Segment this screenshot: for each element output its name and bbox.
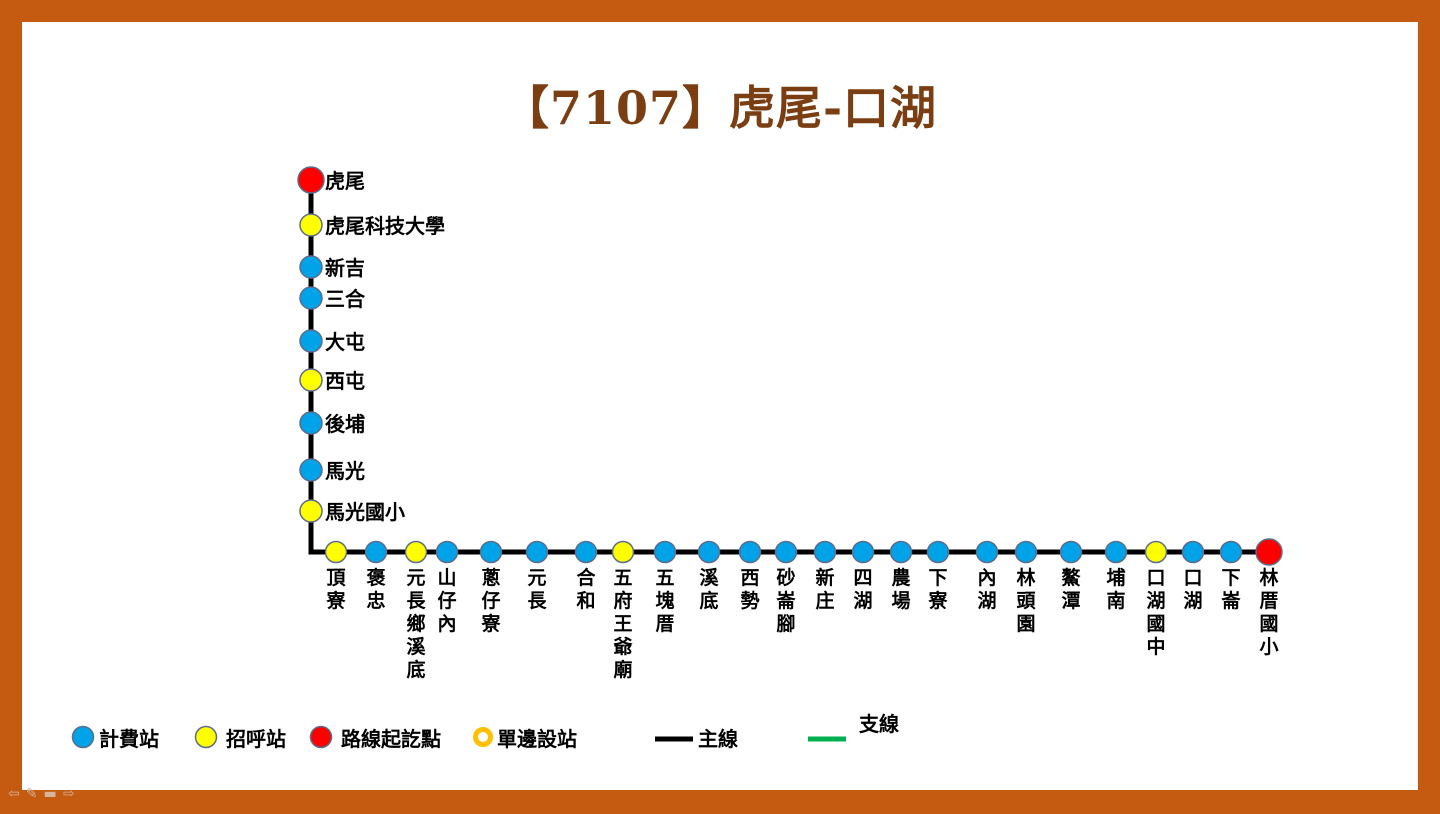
legend-label: 主線 [698, 727, 738, 751]
stop-label: 大屯 [325, 330, 365, 354]
stop-label: 新吉 [325, 256, 365, 280]
stop-marker[interactable] [1104, 540, 1128, 564]
main-line [308, 180, 1269, 555]
stop-label: 四湖 [853, 567, 872, 612]
stop-marker[interactable] [299, 368, 323, 392]
stop-marker[interactable] [1014, 540, 1038, 564]
stop-label: 鰲潭 [1061, 566, 1081, 612]
legend-item-branch: 支線 [808, 712, 899, 742]
stop-label: 元長鄉溪底 [406, 567, 426, 681]
stop-label: 口湖 [1183, 567, 1202, 612]
stop-label: 褒忠 [365, 566, 386, 612]
legend-symbol [309, 725, 333, 749]
stop-marker[interactable] [299, 329, 323, 353]
stop-marker[interactable] [611, 540, 635, 564]
stop-label: 三合 [325, 287, 366, 311]
back-arrow-icon[interactable]: ⇦ [8, 786, 26, 802]
stop-label: 五塊厝 [655, 567, 674, 635]
legend-symbol [194, 725, 218, 749]
menu-icon[interactable]: ▬ [43, 786, 63, 802]
stop-label: 元長 [527, 567, 547, 612]
stop-label: 埔南 [1106, 566, 1125, 612]
stop-marker[interactable] [1144, 540, 1168, 564]
stop-marker[interactable] [813, 540, 837, 564]
legend-symbol [473, 727, 493, 747]
stop-marker[interactable] [404, 540, 428, 564]
stop-label: 蔥仔寮 [480, 567, 501, 635]
legend-symbol [71, 725, 95, 749]
stop-label: 農場 [891, 567, 910, 612]
stop-label: 頂寮 [325, 567, 346, 612]
legend-item-flag: 招呼站 [194, 725, 286, 751]
stop-marker[interactable] [299, 286, 323, 310]
legend-label: 計費站 [99, 727, 159, 751]
stop-marker[interactable] [1059, 540, 1083, 564]
slide-nav[interactable]: ⇦✎▬⇨ [8, 786, 80, 802]
stop-marker[interactable] [364, 540, 388, 564]
stop-marker[interactable] [324, 540, 348, 564]
stop-marker[interactable] [1255, 538, 1283, 566]
route-stops [297, 166, 1283, 566]
stop-label: 山仔內 [437, 567, 456, 635]
stop-marker[interactable] [926, 540, 950, 564]
stop-marker[interactable] [299, 213, 323, 237]
legend-item-fare: 計費站 [71, 725, 159, 751]
legend-item-main: 主線 [655, 727, 738, 751]
legend-item-one_side: 單邊設站 [473, 727, 577, 751]
stop-label: 合和 [576, 566, 596, 612]
stop-label: 虎尾科技大學 [325, 214, 445, 238]
stop-marker[interactable] [697, 540, 721, 564]
stop-label: 林厝國小 [1259, 566, 1278, 658]
legend-label: 支線 [859, 712, 899, 736]
stop-marker[interactable] [975, 540, 999, 564]
stop-marker[interactable] [1219, 540, 1243, 564]
stop-marker[interactable] [653, 540, 677, 564]
stop-label: 馬光 [325, 459, 365, 483]
stop-label: 後埔 [325, 412, 365, 436]
stop-label: 林頭園 [1016, 566, 1036, 635]
route-title: 【7107】虎尾-口湖 [502, 81, 938, 135]
stop-marker[interactable] [299, 499, 323, 523]
stop-label: 口湖國中 [1146, 567, 1165, 658]
stop-label: 新庄 [815, 566, 834, 612]
stop-marker[interactable] [299, 458, 323, 482]
legend-item-terminal: 路線起訖點 [309, 725, 441, 751]
stop-marker[interactable] [738, 540, 762, 564]
pen-icon[interactable]: ✎ [25, 786, 44, 802]
legend-label: 路線起訖點 [341, 727, 441, 751]
stop-label: 西勢 [740, 567, 759, 612]
legend: 計費站 招呼站 路線起訖點 單邊設站 主線 支線 [71, 712, 899, 751]
stop-label: 內湖 [977, 567, 996, 612]
stop-label: 下寮 [927, 567, 948, 612]
stop-label: 五府王爺廟 [612, 567, 633, 681]
stop-marker[interactable] [297, 166, 325, 194]
stop-label: 下崙 [1220, 567, 1241, 612]
stop-label: 砂崙腳 [775, 567, 796, 635]
slide-background [22, 22, 1418, 790]
stop-label: 溪底 [699, 567, 719, 612]
legend-label: 單邊設站 [497, 727, 577, 751]
stop-marker[interactable] [479, 540, 503, 564]
stop-marker[interactable] [525, 540, 549, 564]
stop-marker[interactable] [435, 540, 459, 564]
stop-marker[interactable] [774, 540, 798, 564]
stop-label: 虎尾 [325, 169, 365, 193]
route-lines [308, 180, 1269, 555]
stop-marker[interactable] [299, 255, 323, 279]
forward-arrow-icon[interactable]: ⇨ [62, 786, 81, 802]
stop-marker[interactable] [851, 540, 875, 564]
stop-marker[interactable] [889, 540, 913, 564]
stop-label: 馬光國小 [325, 500, 405, 524]
legend-label: 招呼站 [226, 727, 286, 751]
stop-marker[interactable] [574, 540, 598, 564]
stop-label: 西屯 [325, 369, 365, 393]
stop-marker[interactable] [299, 411, 323, 435]
stop-marker[interactable] [1181, 540, 1205, 564]
